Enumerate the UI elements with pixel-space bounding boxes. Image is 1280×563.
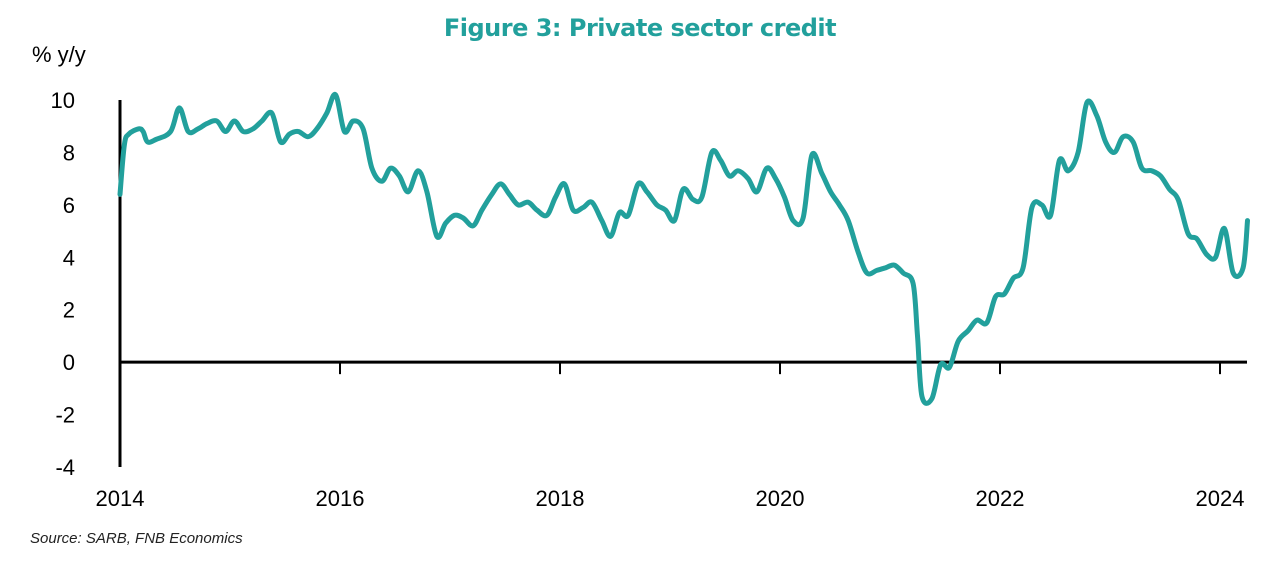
x-tick-label: 2016 xyxy=(316,486,365,511)
y-tick-label: 0 xyxy=(63,350,75,375)
axes-group xyxy=(118,100,1247,467)
y-tick-label: -2 xyxy=(55,403,75,428)
y-tick-label: 4 xyxy=(63,245,75,270)
y-tick-label: 8 xyxy=(63,140,75,165)
tick-labels-group: 2014 2016 2018 2020 2022 2024 10 8 6 4 2 0 -2 -4 xyxy=(51,88,1245,511)
x-tick-label: 2020 xyxy=(756,486,805,511)
source-note: Source: SARB, FNB Economics xyxy=(30,530,243,547)
y-tick-label: 10 xyxy=(51,88,75,113)
y-tick-label: 2 xyxy=(63,298,75,323)
x-tick-label: 2014 xyxy=(96,486,145,511)
x-tick-label: 2018 xyxy=(536,486,585,511)
y-tick-label: -4 xyxy=(55,455,75,480)
x-tick-label: 2024 xyxy=(1196,486,1245,511)
y-tick-label: 6 xyxy=(63,193,75,218)
x-tick-label: 2022 xyxy=(976,486,1025,511)
chart-title: Figure 3: Private sector credit xyxy=(443,14,837,42)
y-axis-unit-label: % y/y xyxy=(32,42,86,67)
series-group xyxy=(117,91,1250,406)
series-line-private-sector-credit xyxy=(117,91,1250,406)
